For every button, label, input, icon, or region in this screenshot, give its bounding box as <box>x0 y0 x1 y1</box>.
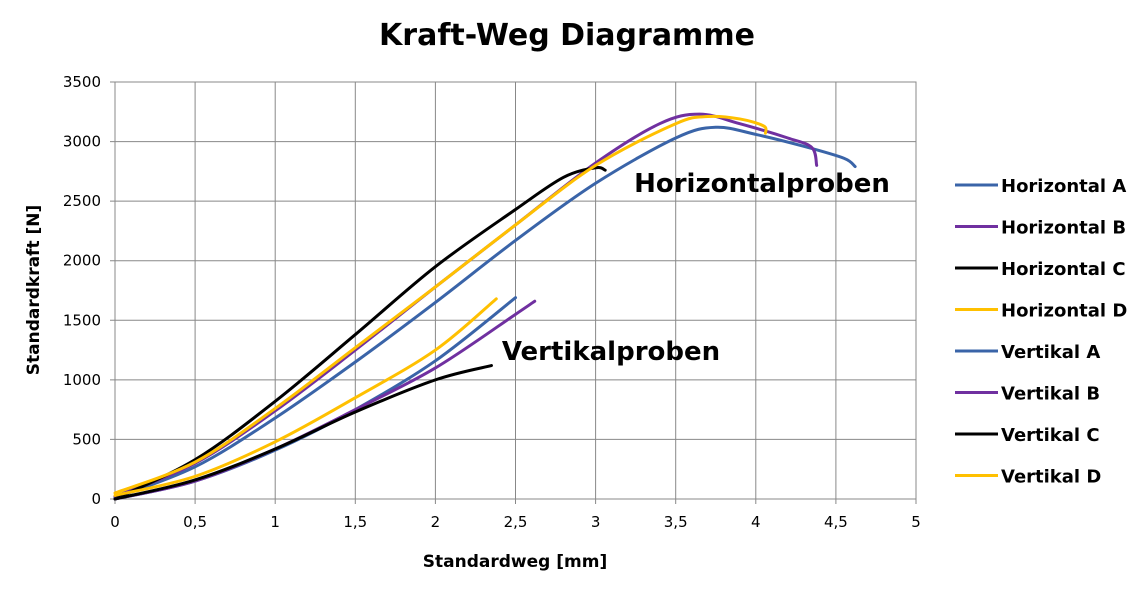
series-line-horizontal-d <box>113 114 768 495</box>
annotation-vertikalproben: Vertikalproben <box>502 337 720 367</box>
grid: 0 0,5 1 1,5 2 2,5 3 3,5 4 4,5 5 0 500 1000 1500 2000 250… <box>63 73 921 531</box>
y-tick-label: 1500 <box>63 311 101 329</box>
x-tick-label: 0,5 <box>183 513 207 531</box>
y-tick-label: 3500 <box>63 73 101 91</box>
series-line-vertikal-d <box>113 297 498 497</box>
annotation-horizontalproben: Horizontalproben <box>634 169 890 199</box>
y-axis-label: Standardkraft [N] <box>24 205 44 376</box>
x-tick-label: 2 <box>431 513 441 531</box>
chart-title: Kraft-Weg Diagramme <box>379 18 755 53</box>
y-tick-label: 2000 <box>63 252 101 270</box>
x-tick-label: 3,5 <box>664 513 688 531</box>
legend-label-vertikal-b: Vertikal B <box>1001 384 1100 405</box>
y-tick-label: 0 <box>91 490 101 508</box>
x-tick-label: 3 <box>591 513 601 531</box>
x-tick-label: 1,5 <box>343 513 367 531</box>
series-lines <box>113 112 857 501</box>
legend-label-vertikal-d: Vertikal D <box>1001 467 1101 488</box>
legend-label-vertikal-c: Vertikal C <box>1001 425 1100 446</box>
series-line-vertikal-c <box>113 364 493 501</box>
series-line-vertikal-a <box>113 296 517 501</box>
legend-label-horizontal-c: Horizontal C <box>1001 259 1126 280</box>
legend-label-vertikal-a: Vertikal A <box>1001 342 1100 363</box>
x-tick-label: 0 <box>110 513 120 531</box>
x-axis-label: Standardweg [mm] <box>423 552 607 572</box>
legend-label-horizontal-d: Horizontal D <box>1001 301 1127 322</box>
legend: Horizontal A Horizontal B Horizontal C Hori… <box>955 176 1127 488</box>
x-tick-label: 4,5 <box>824 513 848 531</box>
y-tick-label: 2500 <box>63 192 101 210</box>
y-tick-label: 1000 <box>63 371 101 389</box>
y-tick-label: 3000 <box>63 133 101 151</box>
x-tick-label: 2,5 <box>504 513 528 531</box>
series-line-horizontal-a <box>113 125 857 500</box>
x-tick-label: 1 <box>270 513 280 531</box>
y-tick-label: 500 <box>72 430 101 448</box>
legend-label-horizontal-b: Horizontal B <box>1001 218 1126 239</box>
x-tick-label: 4 <box>751 513 761 531</box>
legend-label-horizontal-a: Horizontal A <box>1001 176 1126 197</box>
x-tick-label: 5 <box>911 513 921 531</box>
series-line-horizontal-c <box>113 166 607 501</box>
